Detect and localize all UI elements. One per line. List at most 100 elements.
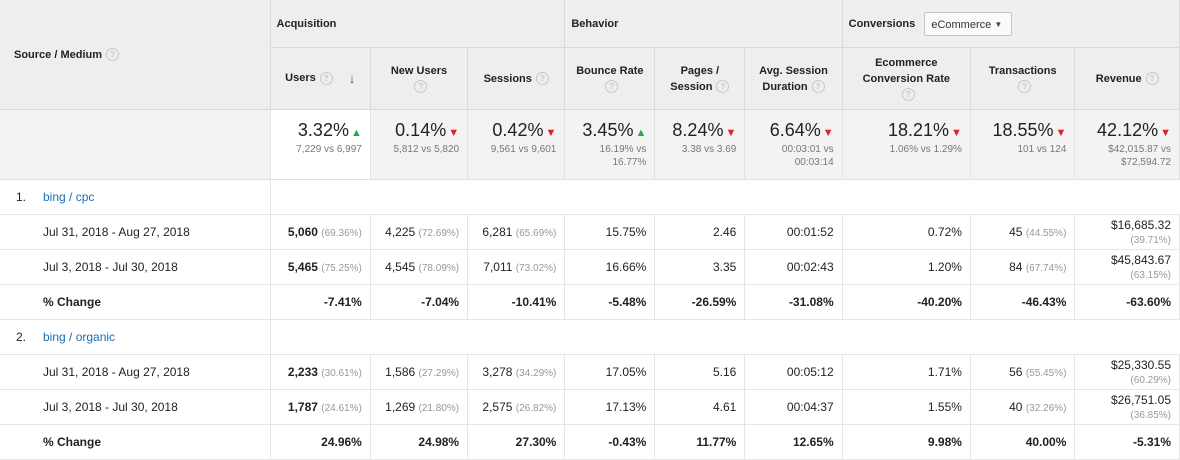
source-row: 2. bing / organic [0,319,1180,355]
conversions-goal-select[interactable]: eCommerce ▼ [924,11,1013,36]
sessions-pct: (26.82%) [515,403,557,414]
avg-duration-label-2: Duration [762,80,808,93]
transactions-pct: (55.45%) [1025,368,1067,379]
revenue-header-label: Revenue [1095,72,1142,85]
users-header-label: Users [285,72,316,85]
total-avg-duration-value: 6.64% [769,120,821,140]
arrow-down-icon: ▼ [951,127,962,139]
bounce-rate-column-header[interactable]: Bounce Rate? [564,47,656,110]
help-icon[interactable]: ? [811,80,825,94]
conversions-label: Conversions [848,17,916,30]
transactions-value: 56 [1009,365,1023,379]
new-users-column-header[interactable]: New Users? [370,47,469,110]
transactions-column-header[interactable]: Transactions? [970,47,1076,110]
new-users-header-label: New Users [390,64,448,77]
sessions-cell: 2,575 (26.82%) [467,389,566,425]
total-new-users-compare: 5,812 vs 5,820 [393,144,460,155]
date-range-label: Jul 31, 2018 - Aug 27, 2018 [0,354,271,390]
users-pct: (24.61%) [321,403,362,414]
avg-session-duration-column-header[interactable]: Avg. Session Duration? [744,47,843,110]
total-users: 3.32% ▲ 7,229 vs 6,997 [270,109,371,180]
users-cell: 2,233 (30.61%) [270,354,371,390]
ecr-cell: 1.20% [842,249,971,285]
transactions-cell: 84 (67.74%) [970,249,1076,285]
pages-session-cell: 2.46 [654,214,746,250]
total-pages-session: 8.24% ▼ 3.38 vs 3.69 [654,109,746,180]
total-avg-duration-compare-2: 00:03:14 [794,157,834,168]
new-users-change: 24.98% [370,424,469,460]
users-change: 24.96% [270,424,371,460]
users-column-header[interactable]: Users? ↓ [270,47,371,110]
total-bounce-rate-compare-1: 16.19% vs [599,144,647,155]
date-range-label: Jul 31, 2018 - Aug 27, 2018 [0,214,271,250]
ecr-cell: 0.72% [842,214,971,250]
help-icon[interactable]: ? [535,72,549,86]
users-value: 5,465 [287,260,318,274]
bounce-rate-cell: 17.13% [564,389,656,425]
sessions-header-label: Sessions [483,72,532,85]
help-icon[interactable]: ? [605,80,619,94]
help-icon[interactable]: ? [319,72,333,86]
arrow-down-icon: ▼ [822,127,834,139]
bounce-rate-cell: 16.66% [564,249,656,285]
transactions-value: 45 [1009,225,1023,239]
help-icon[interactable]: ? [106,48,120,62]
transactions-header-label: Transactions [988,64,1057,77]
source-medium-header[interactable]: Source / Medium? [0,0,271,110]
source-row: 1. bing / cpc [0,179,1180,215]
pages-session-column-header[interactable]: Pages / Session? [654,47,746,110]
ecommerce-conversion-rate-column-header[interactable]: Ecommerce Conversion Rate? [842,47,971,110]
row-index: 1. [16,190,27,204]
transactions-cell: 56 (55.45%) [970,354,1076,390]
ecr-change: 9.98% [842,424,971,460]
pages-session-label-2: Session [670,80,713,93]
sessions-cell: 3,278 (34.29%) [467,354,566,390]
help-icon[interactable]: ? [901,88,915,102]
source-link[interactable]: bing / organic [43,330,116,344]
column-header-row: Users? ↓ New Users? Sessions? Bounce Rate… [0,47,1180,110]
total-new-users: 0.14% ▼ 5,812 vs 5,820 [370,109,469,180]
users-value: 1,787 [287,400,318,414]
sort-down-icon[interactable]: ↓ [348,70,356,86]
total-transactions-compare: 101 vs 124 [1017,144,1067,155]
bounce-rate-cell: 17.05% [564,354,656,390]
percent-change-label: % Change [0,284,271,320]
sessions-column-header[interactable]: Sessions? [467,47,566,110]
revenue-cell: $26,751.05 (36.85%) [1074,389,1180,425]
total-sessions: 0.42% ▼ 9,561 vs 9,601 [467,109,566,180]
total-revenue: 42.12% ▼ $42,015.87 vs $72,594.72 [1074,109,1180,180]
revenue-change: -5.31% [1074,424,1180,460]
help-icon[interactable]: ? [716,80,730,94]
sessions-change: 27.30% [467,424,566,460]
sessions-change: -10.41% [467,284,566,320]
caret-down-icon: ▼ [994,19,1003,29]
total-transactions-value: 18.55% [992,120,1054,140]
new-users-pct: (27.29%) [418,368,460,379]
acquisition-group-header: Acquisition [270,0,566,48]
date-range-label: Jul 3, 2018 - Jul 30, 2018 [0,249,271,285]
new-users-change: -7.04% [370,284,469,320]
total-transactions: 18.55% ▼ 101 vs 124 [970,109,1076,180]
help-icon[interactable]: ? [414,80,428,94]
total-pages-session-compare: 3.38 vs 3.69 [681,144,737,155]
users-pct: (69.36%) [321,228,362,239]
pages-session-cell: 3.35 [654,249,746,285]
date-range-label: Jul 3, 2018 - Jul 30, 2018 [0,389,271,425]
help-icon[interactable]: ? [1145,72,1159,86]
help-icon[interactable]: ? [1018,80,1032,94]
totals-row: 3.32% ▲ 7,229 vs 6,997 0.14% ▼ 5,812 vs 5,… [0,109,1180,180]
revenue-value: $25,330.55 [1110,358,1171,372]
arrow-down-icon: ▼ [545,127,557,139]
transactions-change: -46.43% [970,284,1076,320]
pages-session-cell: 5.16 [654,354,746,390]
revenue-pct: (36.85%) [1130,410,1171,421]
sessions-pct: (65.69%) [515,228,557,239]
transactions-cell: 45 (44.55%) [970,214,1076,250]
transactions-pct: (44.55%) [1025,228,1067,239]
new-users-cell: 1,586 (27.29%) [370,354,469,390]
revenue-pct: (39.71%) [1130,235,1171,246]
revenue-column-header[interactable]: Revenue? [1074,47,1180,110]
source-link[interactable]: bing / cpc [43,190,95,204]
revenue-pct: (60.29%) [1130,375,1171,386]
